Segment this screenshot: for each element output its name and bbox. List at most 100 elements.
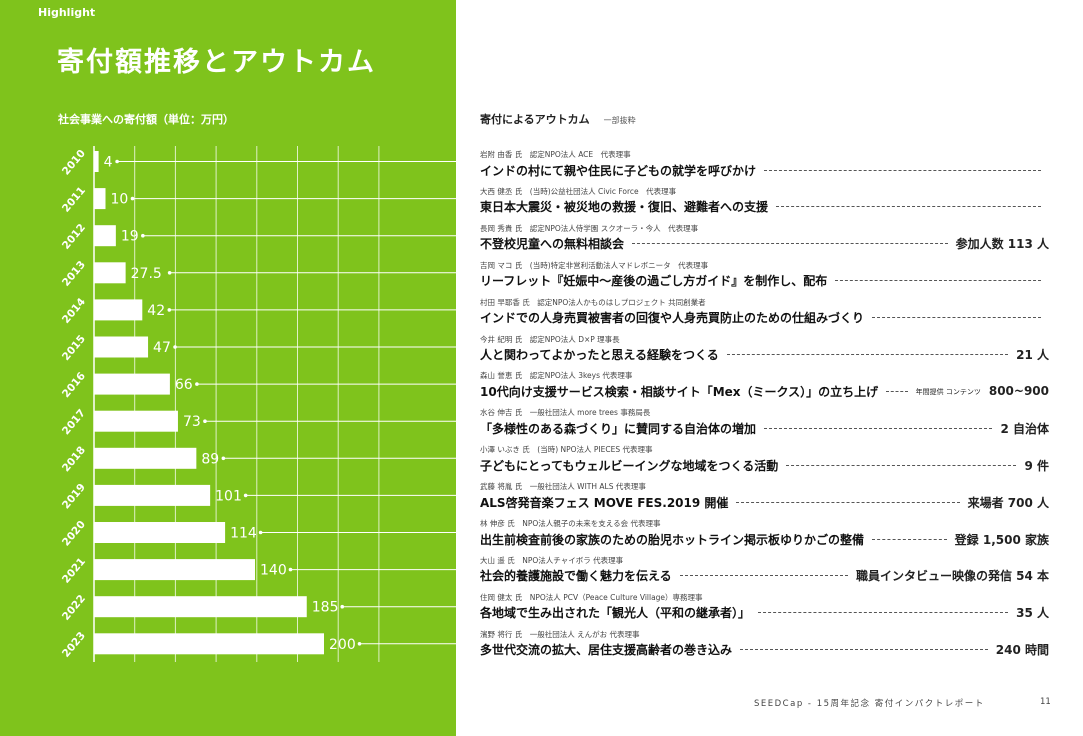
outcome-item: 村田 早耶香 氏 認定NPO法人かものはしプロジェクト 共同創業者インドでの人身… (480, 298, 1049, 334)
outcome-row: 多世代交流の拡大、居住支援高齢者の巻き込み 240 時間 (480, 641, 1049, 659)
bar (94, 559, 255, 581)
year-tick-label: 2011 (60, 185, 88, 215)
bar-value-label: 73 (183, 414, 201, 430)
outcome-person: 村田 早耶香 氏 認定NPO法人かものはしプロジェクト 共同創業者 (480, 297, 706, 307)
bar-value-label: 185 (312, 600, 339, 616)
outcome-text: 各地域で生み出された「観光人（平和の継承者）」 (480, 606, 751, 621)
outcome-value-wrap: 9 件 (1024, 457, 1049, 474)
leader-dash (726, 354, 1009, 355)
outcome-text: 多世代交流の拡大、居住支援高齢者の巻き込み (480, 643, 733, 658)
bar-value-label: 47 (153, 340, 171, 356)
year-tick-label: 2010 (60, 147, 88, 177)
outcome-row: ALS啓発音楽フェス MOVE FES.2019 開催 来場者 700 人 (480, 493, 1049, 511)
outcome-value: 職員インタビュー映像の発信 54 本 (855, 569, 1049, 584)
outcome-value: 2 自治体 (1000, 421, 1049, 436)
outcome-item: 長岡 秀貴 氏 認定NPO法人侍学園 スクオーラ・今人 代表理事 不登校児童への無… (480, 224, 1049, 260)
outcome-item: 林 伸彦 氏 NPO法人親子の未来を支える会 代表理事出生前検査前後の家族のため… (480, 519, 1049, 555)
year-tick-label: 2015 (60, 333, 88, 363)
outcome-person: 大山 遥 氏 NPO法人チャイボラ 代表理事 (480, 555, 624, 565)
outcome-text: 10代向け支援サービス検索・相談サイト「Mex（ミークス）」の立ち上げ (480, 384, 879, 399)
outcome-text: リーフレット『妊娠中〜産後の過ごし方ガイド』を制作し、配布 (480, 274, 828, 289)
connector-dot (243, 493, 248, 498)
connector-dot (340, 604, 345, 609)
year-tick-label: 2012 (60, 222, 88, 252)
outcome-value: 240 時間 (995, 643, 1049, 658)
outcome-row: 出生前検査前後の家族のための胎児ホットライン掲示板ゆりかごの整備 登録 1,500… (480, 530, 1049, 548)
outcome-value: 登録 1,500 家族 (954, 532, 1049, 547)
outcome-header: 寄付によるアウトカム 一部抜粋 (480, 111, 636, 127)
outcome-row: リーフレット『妊娠中〜産後の過ごし方ガイド』を制作し、配布 (480, 272, 1049, 290)
outcome-row: 各地域で生み出された「観光人（平和の継承者）」 35 人 (480, 604, 1049, 622)
year-tick-label: 2017 (60, 407, 88, 437)
leader-dash (679, 575, 848, 577)
bar-value-label: 27.5 (131, 266, 162, 282)
bar (94, 522, 226, 543)
connector-dot (288, 567, 293, 572)
outcome-text: 社会的養護施設で働く魅力を伝える (480, 569, 672, 584)
left-panel: Highlight 寄付額推移とアウトカム 社会事業への寄付額（単位：万円） 4… (0, 0, 456, 736)
outcome-value-wrap: 来場者 700 人 (968, 494, 1049, 511)
bar-value-label: 200 (329, 637, 356, 653)
connector-dot (115, 159, 119, 164)
bar (94, 484, 211, 506)
outcome-text: 出生前検査前後の家族のための胎児ホットライン掲示板ゆりかごの整備 (480, 532, 865, 547)
outcome-text: 子どもにとってもウェルビーイングな地域をつくる活動 (480, 458, 779, 473)
outcome-header-title: 寄付によるアウトカム (480, 113, 590, 126)
outcome-value-wrap: 年間提供 コンテンツ 800~900 (916, 384, 1049, 398)
outcome-item: 吉岡 マコ 氏 (当時)特定非営利活動法人マドレボニータ 代表理事リーフレット『… (480, 261, 1049, 297)
outcome-value-wrap: 職員インタビュー映像の発信 54 本 (856, 567, 1049, 584)
outcome-text: インドでの人身売買被害者の回復や人身売買防止のための仕組みづくり (480, 311, 865, 326)
outcome-row: 社会的養護施設で働く魅力を伝える 職員インタビュー映像の発信 54 本 (480, 567, 1049, 585)
outcome-item: 大西 健丞 氏 (当時)公益社団法人 Civic Force 代表理事東日本大震… (480, 187, 1049, 223)
outcome-text: 「多様性のある森づくり」に賛同する自治体の増加 (480, 421, 757, 436)
outcome-person: 今井 紀明 氏 認定NPO法人 D×P 理事長 (480, 334, 620, 344)
outcome-item: 岩附 由香 氏 認定NPO法人 ACE 代表理事 インドの村にて親や住民に子どもの… (480, 150, 1049, 186)
outcome-row: インドの村にて親や住民に子どもの就学を呼びかけ (480, 161, 1049, 179)
outcome-value: 35 人 (1016, 606, 1049, 621)
bar-value-label: 114 (230, 526, 257, 542)
bar (94, 336, 149, 358)
page-title: 寄付額推移とアウトカム (57, 47, 376, 78)
outcome-value-wrap: 35 人 (1016, 604, 1049, 621)
bar (94, 262, 126, 284)
outcome-row: インドでの人身売買被害者の回復や人身売買防止のための仕組みづくり (480, 309, 1049, 327)
connector-dot (195, 382, 199, 386)
year-tick-label: 2018 (60, 444, 88, 474)
outcome-value: 来場者 700 人 (967, 495, 1049, 510)
leader-dash (632, 243, 948, 245)
bar (94, 188, 106, 210)
connector-dot (167, 271, 172, 275)
footer-text: SEEDCap - 15周年記念 寄付インパクトレポート (754, 699, 985, 709)
outcome-item: 森山 誉恵 氏 認定NPO法人 3keys 代表理事 10代向け支援サービス検索・… (480, 371, 1049, 407)
outcome-row: 不登校児童への無料相談会 参加人数 113 人 (480, 235, 1049, 253)
outcome-text: インドの村にて親や住民に子どもの就学を呼びかけ (480, 163, 757, 178)
outcome-value-wrap: 21 人 (1016, 346, 1049, 363)
outcome-value-wrap: 240 時間 (996, 641, 1049, 658)
year-tick-label: 2021 (60, 556, 88, 586)
outcome-text: ALS啓発音楽フェス MOVE FES.2019 開催 (480, 495, 729, 510)
outcome-item: 小澤 いぶき 氏 (当時) NPO法人 PIECES 代表理事 子どもにとってもウ… (480, 445, 1049, 481)
outcome-person: 濱野 将行 氏 一般社団法人 えんがお 代表理事 (480, 629, 640, 639)
bar (94, 447, 197, 469)
connector-dot (258, 530, 263, 535)
outcome-header-sub: 一部抜粋 (603, 116, 636, 125)
year-tick-label: 2016 (60, 370, 88, 400)
outcome-person: 大西 健丞 氏 (当時)公益社団法人 Civic Force 代表理事 (480, 186, 677, 196)
bar (94, 373, 170, 395)
leader-dash (758, 612, 1009, 614)
outcome-item: 濱野 将行 氏 一般社団法人 えんがお 代表理事多世代交流の拡大、居住支援高齢者… (480, 630, 1049, 666)
outcome-item: 大山 遥 氏 NPO法人チャイボラ 代表理事社会的養護施設で働く魅力を伝える 職員… (480, 556, 1049, 592)
outcome-row: 人と関わってよかったと思える経験をつくる 21 人 (480, 346, 1049, 364)
outcome-text: 不登校児童への無料相談会 (480, 237, 625, 252)
outcome-person: 吉岡 マコ 氏 (当時)特定非営利活動法人マドレボニータ 代表理事 (480, 260, 709, 270)
outcome-person: 林 伸彦 氏 NPO法人親子の未来を支える会 代表理事 (480, 519, 661, 528)
outcome-item: 武藤 将胤 氏 一般社団法人 WITH ALS 代表理事 ALS啓発音楽フェス M… (480, 482, 1049, 518)
year-tick-label: 2019 (60, 481, 88, 511)
bar (94, 225, 116, 247)
leader-dash (764, 427, 993, 429)
outcome-row: 東日本大震災・被災地の救援・復旧、避難者への支援 (480, 198, 1049, 216)
outcome-text: 人と関わってよかったと思える経験をつくる (480, 348, 719, 362)
outcome-row: 10代向け支援サービス検索・相談サイト「Mex（ミークス）」の立ち上げ 年間提供 … (480, 382, 1049, 400)
outcome-value: 9 件 (1024, 458, 1049, 473)
bar (94, 410, 178, 432)
